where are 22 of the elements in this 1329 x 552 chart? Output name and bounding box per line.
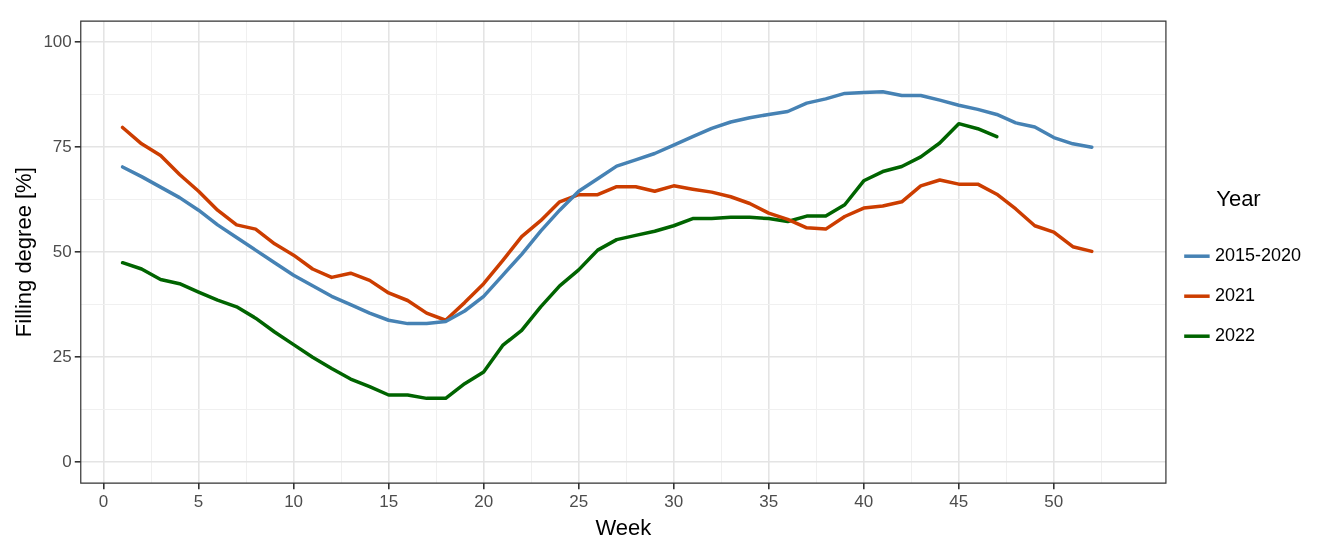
x-tick-label: 50 [1044, 492, 1064, 512]
x-tick-label: 10 [284, 492, 304, 512]
x-tick-label: 15 [379, 492, 399, 512]
x-axis-title: Week [595, 514, 653, 540]
y-tick-label: 25 [52, 346, 72, 366]
legend-title: Year [1216, 185, 1261, 211]
x-tick-label: 25 [569, 492, 589, 512]
x-tick-label: 40 [854, 492, 874, 512]
y-tick-label: 100 [43, 31, 72, 51]
x-tick-label: 45 [949, 492, 969, 512]
legend-label: 2015-2020 [1214, 245, 1302, 266]
x-tick-label: 35 [759, 492, 779, 512]
legend-label: 2022 [1214, 325, 1255, 346]
x-tick-label: 0 [98, 492, 109, 512]
y-tick-label: 0 [62, 451, 72, 471]
y-tick-label: 50 [52, 241, 72, 261]
x-tick-label: 30 [664, 492, 684, 512]
x-tick-label: 5 [193, 492, 204, 512]
y-tick-label: 75 [52, 136, 72, 156]
legend-label: 2021 [1214, 285, 1255, 306]
y-axis-title: Filling degree [%] [11, 167, 37, 338]
x-tick-label: 20 [474, 492, 494, 512]
